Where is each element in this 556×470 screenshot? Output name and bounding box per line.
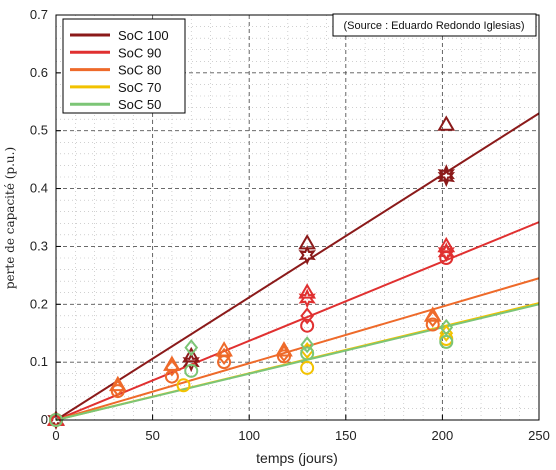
star-marker-soc-0 <box>182 352 200 373</box>
triangle-marker-soc-0 <box>182 346 201 363</box>
diamond-marker-soc-4 <box>300 336 315 354</box>
circle-marker-soc-1 <box>300 318 315 333</box>
circle-marker-soc-1 <box>439 251 454 265</box>
triangle-marker-soc-2 <box>275 341 293 357</box>
diamond-marker-soc-4 <box>439 318 454 337</box>
y-tick-label: 0.3 <box>30 238 48 253</box>
circle-marker-soc-2 <box>110 384 125 399</box>
circle-marker-soc-2 <box>164 369 179 384</box>
y-axis-ticks: 0 0.1 0.2 0.3 0.4 0.5 0.6 0.7 <box>30 7 61 427</box>
y-axis-label: perte de capacité (p.u.) <box>3 147 17 289</box>
circle-marker-soc-3 <box>300 360 315 375</box>
legend-label: SoC 80 <box>118 63 161 78</box>
x-tick-label: 100 <box>238 428 260 443</box>
x-tick-label: 150 <box>335 428 357 443</box>
circle-marker-soc-4 <box>439 334 454 349</box>
y-tick-label: 0.1 <box>30 354 48 369</box>
fit-line-soc-2 <box>55 277 540 421</box>
y-tick-label: 0.5 <box>30 123 48 138</box>
diamond-marker-soc-1 <box>300 307 315 325</box>
star-marker-soc-0 <box>298 245 316 266</box>
circle-marker-soc-3 <box>176 378 191 393</box>
diamond-marker-soc-1 <box>439 243 454 261</box>
plot-frame <box>55 14 540 421</box>
y-tick-label: 0.7 <box>30 7 48 22</box>
triangle-marker-soc-0 <box>437 115 456 131</box>
triangle-marker-soc-2 <box>423 306 442 322</box>
triangle-marker-soc-1 <box>298 283 317 299</box>
diamond-marker-soc-2 <box>217 347 231 365</box>
markers <box>47 115 456 430</box>
circle-marker-soc-2 <box>217 355 232 370</box>
diamond-marker-soc-2 <box>425 310 440 328</box>
x-tick-label: 200 <box>432 428 454 443</box>
legend-label: SoC 50 <box>118 97 161 112</box>
diamond-marker-soc-4 <box>184 339 199 357</box>
source-box <box>332 13 537 37</box>
circle-marker-soc-4 <box>184 363 199 378</box>
circle-marker-soc-2 <box>276 349 291 364</box>
legend-label: SoC 70 <box>118 80 161 95</box>
legend: SoC 100 SoC 90 SoC 80 SoC 70 SoC 50 <box>62 18 186 114</box>
fit-line-soc-4 <box>55 303 540 421</box>
y-tick-label: 0.6 <box>30 65 48 80</box>
x-tick-label: 50 <box>145 428 159 443</box>
y-tick-label: 0.4 <box>30 181 48 196</box>
circle-marker-soc-2 <box>425 317 440 332</box>
triangle-marker-soc-1 <box>47 410 65 426</box>
x-axis-ticks: 0 50 100 150 200 250 <box>52 415 550 443</box>
star-marker-soc-0 <box>437 166 455 188</box>
major-grid <box>56 15 539 420</box>
circle-marker-soc-4 <box>300 346 315 361</box>
legend-label: SoC 90 <box>118 45 161 60</box>
star-marker-soc-0 <box>47 410 65 430</box>
diamond-marker-soc-2 <box>165 359 179 377</box>
y-tick-label: 0.2 <box>30 296 48 311</box>
star-marker-soc-1 <box>298 288 316 309</box>
source-note: (Source : Eduardo Redondo Iglesias) <box>332 13 537 37</box>
x-tick-label: 250 <box>528 428 550 443</box>
x-tick-label: 0 <box>52 428 59 443</box>
legend-label: SoC 100 <box>118 28 169 43</box>
source-text: (Source : Eduardo Redondo Iglesias) <box>344 20 525 32</box>
fit-line-soc-1 <box>55 221 540 421</box>
star-marker-soc-0 <box>437 164 455 185</box>
y-tick-label: 0 <box>41 412 48 427</box>
fit-line-soc-0 <box>55 112 540 421</box>
fit-lines <box>55 112 540 421</box>
x-axis-label: temps (jours) <box>256 450 338 466</box>
triangle-marker-soc-2 <box>108 375 127 392</box>
